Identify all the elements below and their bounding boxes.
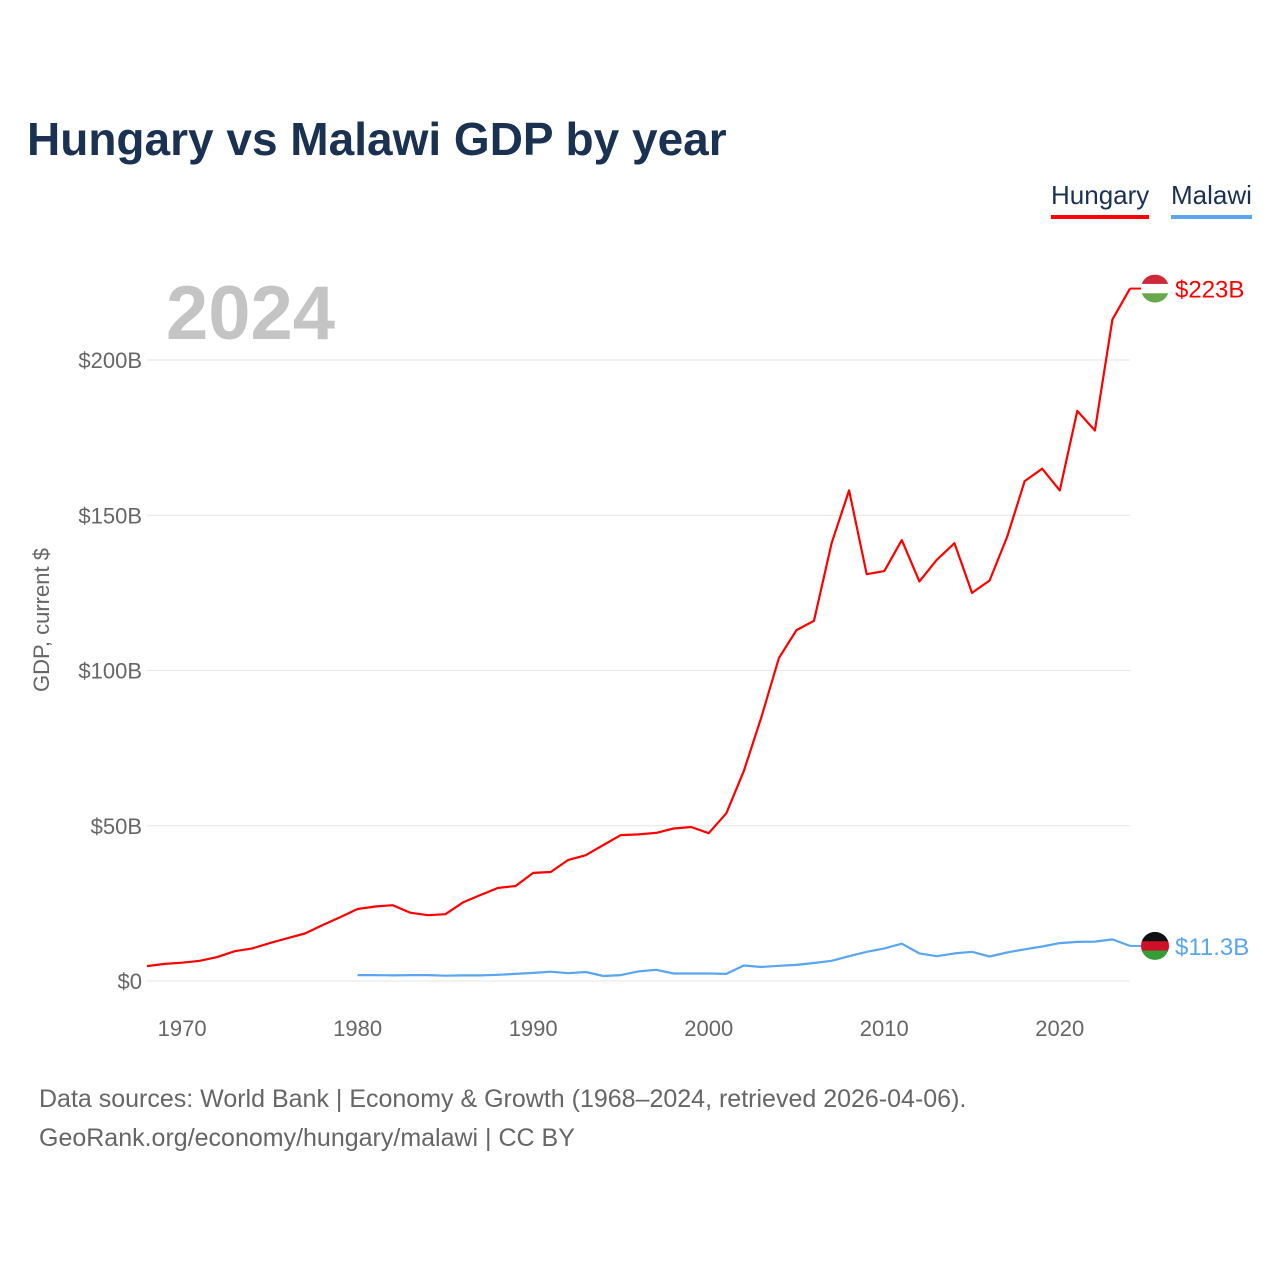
legend-malawi[interactable]: Malawi (1171, 180, 1252, 219)
flag-stripe (1141, 283, 1169, 294)
year-label: 2024 (166, 271, 336, 356)
x-tick-label: 1990 (509, 1016, 558, 1041)
x-tick-label: 2000 (684, 1016, 733, 1041)
flag-stripe (1141, 950, 1169, 960)
source-note: Data sources: World Bank | Economy & Gro… (39, 1085, 967, 1113)
legend-hungary[interactable]: Hungary (1051, 180, 1150, 219)
y-tick-label: $0 (118, 969, 142, 994)
y-tick-label: $50B (91, 814, 142, 839)
y-tick-label: $100B (78, 659, 142, 684)
end-value-label-malawi: $11.3B (1175, 934, 1249, 961)
end-value-label-hungary: $223B (1175, 277, 1244, 304)
flag-stripe (1141, 931, 1169, 942)
series-line-hungary (146, 288, 1131, 968)
flag-stripe (1141, 274, 1169, 285)
x-tick-label: 2010 (860, 1016, 909, 1041)
flag-stripe (1141, 293, 1169, 303)
y-tick-label: $200B (78, 348, 142, 373)
x-tick-label: 1980 (333, 1016, 382, 1041)
chart-title: Hungary vs Malawi GDP by year (27, 113, 727, 165)
y-tick-label: $150B (78, 503, 142, 528)
source-url[interactable]: GeoRank.org/economy/hungary/malawi | CC … (39, 1124, 575, 1152)
flag-stripe (1141, 941, 1169, 952)
x-tick-label: 1970 (158, 1016, 207, 1041)
x-tick-label: 2020 (1035, 1016, 1084, 1041)
series-line-malawi (357, 938, 1131, 978)
